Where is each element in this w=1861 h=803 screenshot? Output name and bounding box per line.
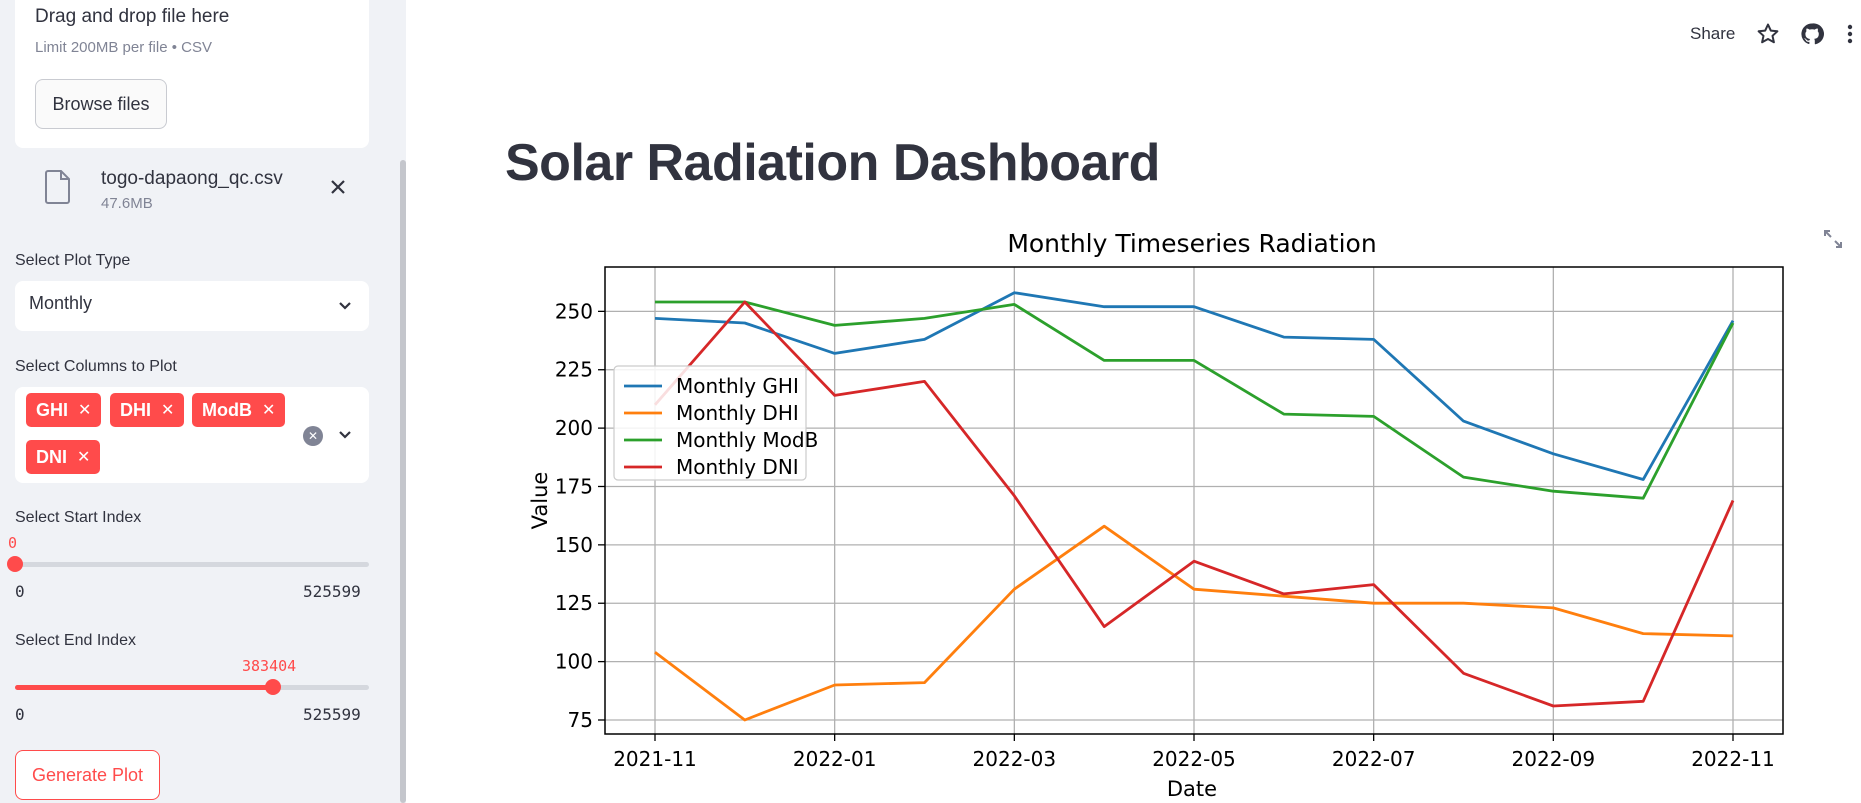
remove-file-button[interactable] — [325, 174, 351, 200]
x-tick-label: 2022-05 — [1152, 747, 1236, 771]
y-tick-label: 75 — [568, 708, 593, 732]
plot-type-select[interactable]: Monthly — [15, 281, 369, 331]
columns-label: Select Columns to Plot — [15, 358, 177, 375]
y-axis-label: Value — [528, 472, 552, 530]
page-title: Solar Radiation Dashboard — [505, 134, 1160, 192]
dropzone-label: Drag and drop file here — [35, 6, 230, 27]
more-icon[interactable] — [1843, 22, 1857, 46]
tag-label: DHI — [120, 399, 151, 420]
tag-dhi: DHI ✕ — [110, 393, 185, 427]
remove-tag-icon[interactable]: ✕ — [77, 449, 91, 466]
legend-box — [613, 365, 807, 481]
y-tick-label: 175 — [555, 474, 593, 498]
series-line-monthly-ghi — [654, 291, 1735, 481]
x-tick-label: 2022-09 — [1512, 747, 1596, 771]
file-name: togo-dapaong_qc.csv — [101, 168, 283, 189]
share-button[interactable]: Share — [1690, 24, 1736, 43]
browse-files-button[interactable]: Browse files — [35, 79, 167, 129]
legend-label: Monthly GHI — [676, 374, 799, 398]
y-tick-label: 125 — [555, 591, 593, 615]
y-tick-label: 250 — [555, 299, 593, 323]
end-index-value: 383404 — [242, 657, 297, 675]
start-index-label: Select Start Index — [15, 509, 142, 526]
end-index-min: 0 — [15, 705, 25, 724]
plot-type-label: Select Plot Type — [15, 252, 131, 269]
file-dropzone[interactable]: Drag and drop file here Limit 200MB per … — [15, 0, 369, 148]
series-line-monthly-modb — [655, 300, 1735, 500]
start-index-slider[interactable] — [7, 556, 369, 572]
radiation-chart: Monthly Timeseries Radiation 2021-11 2022… — [500, 225, 1800, 803]
start-index-min: 0 — [15, 582, 25, 601]
legend-label: Monthly DNI — [676, 455, 799, 479]
x-tick-label: 2022-07 — [1332, 747, 1416, 771]
slider-fill — [15, 685, 274, 690]
chevron-down-icon — [339, 431, 351, 439]
chevron-down-icon — [339, 302, 351, 310]
series-line-monthly-dni — [653, 300, 1735, 708]
generate-plot-button[interactable]: Generate Plot — [15, 750, 160, 800]
start-index-max: 525599 — [303, 582, 361, 601]
start-index-value: 0 — [8, 534, 18, 552]
tag-label: ModB — [202, 399, 252, 420]
y-tick-label: 100 — [555, 650, 593, 674]
legend-label: Monthly DHI — [676, 401, 799, 425]
y-tick-label: 150 — [555, 533, 593, 557]
line-chart: Monthly Timeseries Radiation 2021-11 2022… — [528, 229, 1784, 801]
remove-tag-icon[interactable]: ✕ — [161, 402, 175, 419]
uploaded-file: togo-dapaong_qc.csv 47.6MB — [15, 160, 369, 220]
plot-type-value: Monthly — [29, 293, 93, 313]
x-tick-label: 2022-03 — [973, 747, 1057, 771]
tag-dni: DNI ✕ — [26, 440, 101, 474]
x-tick-label: 2022-11 — [1691, 747, 1775, 771]
remove-tag-icon[interactable]: ✕ — [261, 402, 276, 419]
slider-thumb[interactable] — [265, 679, 282, 695]
star-icon[interactable] — [1756, 22, 1780, 46]
tag-label: DNI — [36, 446, 67, 467]
chart-title: Monthly Timeseries Radiation — [1007, 229, 1376, 258]
tag-modb: ModB ✕ — [192, 393, 286, 427]
clear-all-icon[interactable]: ✕ — [303, 426, 323, 446]
end-index-slider[interactable] — [15, 679, 369, 695]
fullscreen-icon[interactable] — [1822, 228, 1844, 250]
remove-tag-icon[interactable]: ✕ — [78, 402, 92, 419]
tag-ghi: GHI ✕ — [26, 393, 102, 427]
end-index-label: Select End Index — [15, 632, 136, 649]
github-icon[interactable] — [1800, 22, 1824, 46]
x-tick-label: 2021-11 — [613, 747, 697, 771]
x-tick-label: 2022-01 — [793, 747, 877, 771]
x-axis-label: Date — [1167, 777, 1217, 801]
sidebar-scrollbar[interactable] — [400, 160, 406, 803]
close-icon — [331, 180, 345, 194]
dropzone-limit: Limit 200MB per file • CSV — [35, 39, 212, 56]
y-tick-label: 200 — [555, 416, 593, 440]
legend-label: Monthly ModB — [676, 428, 818, 452]
y-tick-label: 225 — [555, 358, 593, 382]
slider-thumb[interactable] — [7, 556, 23, 572]
tag-label: GHI — [36, 399, 69, 420]
file-icon — [45, 170, 70, 204]
series-line-monthly-dhi — [654, 524, 1734, 722]
sidebar: Drag and drop file here Limit 200MB per … — [0, 0, 406, 803]
end-index-max: 525599 — [303, 705, 361, 724]
file-size: 47.6MB — [101, 195, 153, 212]
